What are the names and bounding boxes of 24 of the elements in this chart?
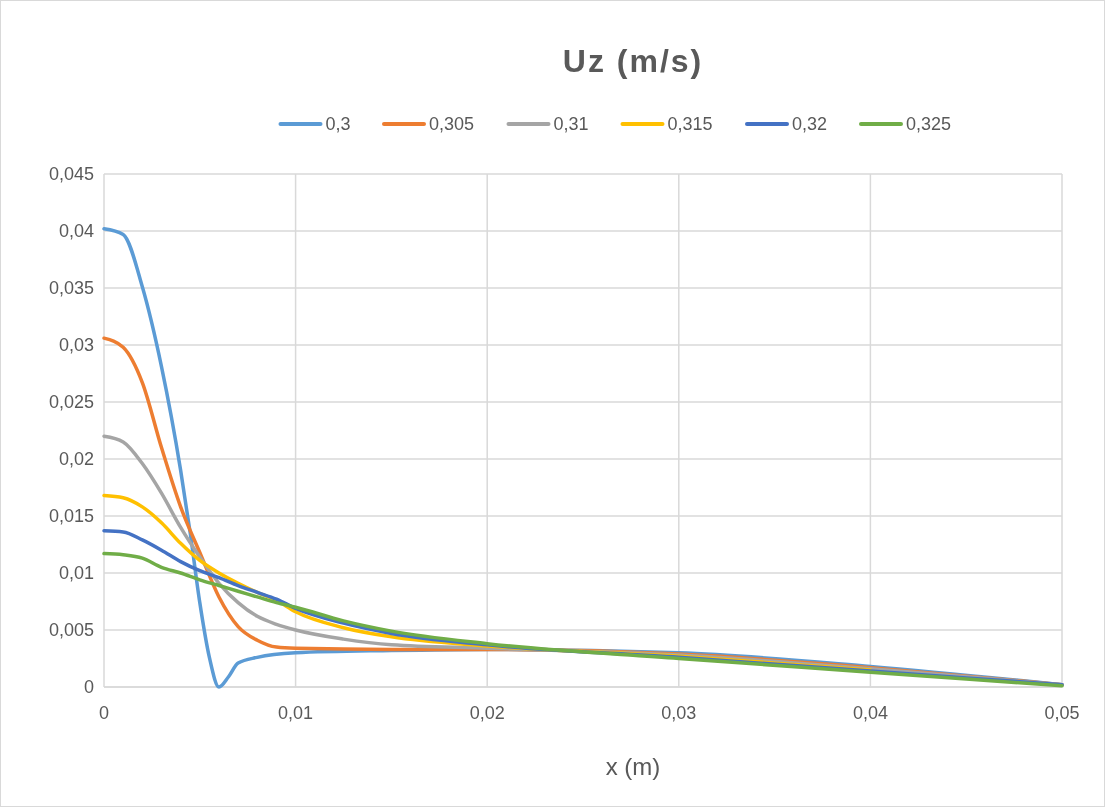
x-tick-label: 0 [98, 703, 110, 723]
legend-label: 0,305 [429, 114, 475, 135]
legend-label: 0,3 [325, 114, 351, 135]
y-tick-label: 0,02 [58, 449, 94, 470]
legend-label: 0,32 [792, 114, 828, 135]
y-tick-label: 0,015 [48, 506, 94, 527]
y-tick-label: 0,03 [58, 335, 94, 356]
x-tick-label: 0,02 [469, 703, 505, 723]
y-tick-label: 0 [83, 677, 94, 698]
x-tick-label: 0,01 [278, 703, 314, 723]
y-tick-label: 0,01 [58, 563, 94, 584]
y-tick-label: 0,035 [48, 278, 94, 299]
x-tick-label: 0,05 [1044, 703, 1080, 723]
legend-label: 0,325 [906, 114, 952, 135]
y-tick-label: 0,045 [48, 164, 94, 185]
legend-label: 0,315 [667, 114, 713, 135]
y-tick-label: 0,025 [48, 392, 94, 413]
y-tick-label: 0,005 [48, 620, 94, 641]
legend-label: 0,31 [553, 114, 589, 135]
y-tick-label: 0,04 [58, 221, 94, 242]
x-axis-title: x (m) [605, 753, 661, 780]
x-tick-label: 0,04 [852, 703, 888, 723]
chart-title: Uz (m/s) [562, 43, 704, 79]
x-tick-label: 0,03 [661, 703, 697, 723]
